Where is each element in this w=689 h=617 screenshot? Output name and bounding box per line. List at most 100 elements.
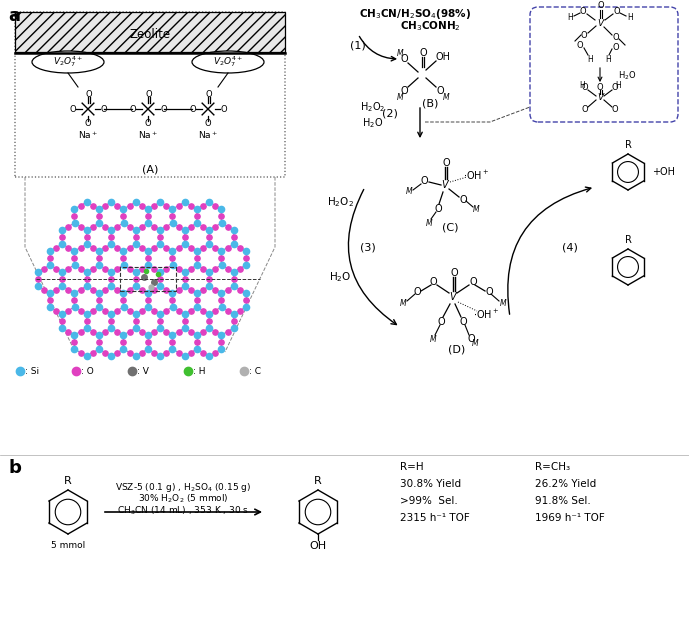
Text: M: M — [473, 204, 480, 213]
Text: 2315 h⁻¹ TOF: 2315 h⁻¹ TOF — [400, 513, 470, 523]
Text: OH: OH — [309, 541, 327, 551]
Text: R: R — [64, 476, 72, 486]
Text: M: M — [406, 188, 412, 196]
Text: CH$_3$CN (14 mL) , 353 K , 30 s: CH$_3$CN (14 mL) , 353 K , 30 s — [117, 505, 249, 517]
Text: V: V — [442, 180, 449, 190]
Text: (1): (1) — [350, 40, 366, 50]
Text: : Si: : Si — [25, 366, 39, 376]
Text: R=CH₃: R=CH₃ — [535, 462, 570, 472]
Text: M: M — [443, 93, 449, 102]
Text: H$_2$O: H$_2$O — [329, 270, 351, 284]
Text: O: O — [459, 195, 467, 205]
Text: R: R — [314, 476, 322, 486]
Text: M: M — [472, 339, 478, 347]
Text: : V: : V — [137, 366, 149, 376]
Text: M: M — [400, 299, 407, 307]
Text: (A): (A) — [142, 165, 158, 175]
Text: b: b — [8, 459, 21, 477]
Text: VSZ-5 (0.1 g) , H$_2$SO$_4$ (0.15 g): VSZ-5 (0.1 g) , H$_2$SO$_4$ (0.15 g) — [115, 481, 251, 494]
Text: 1969 h⁻¹ TOF: 1969 h⁻¹ TOF — [535, 513, 605, 523]
Text: Zeolite: Zeolite — [130, 28, 171, 41]
Text: O: O — [612, 104, 618, 114]
Text: O: O — [413, 287, 421, 297]
Text: $\cdot$OH$^+$: $\cdot$OH$^+$ — [473, 307, 500, 321]
Text: M: M — [397, 93, 403, 102]
Bar — [15, 12, 285, 52]
Text: M: M — [397, 49, 403, 57]
Ellipse shape — [32, 51, 104, 73]
Text: O: O — [129, 104, 136, 114]
Text: O: O — [85, 89, 92, 99]
Text: H: H — [627, 12, 633, 22]
Text: H: H — [579, 80, 585, 89]
Text: O: O — [450, 268, 457, 278]
Text: O: O — [145, 120, 152, 128]
Text: Na$^+$: Na$^+$ — [198, 129, 218, 141]
Text: O: O — [419, 48, 426, 58]
Text: R: R — [624, 140, 631, 150]
Text: 30% H$_2$O$_2$ (5 mmol): 30% H$_2$O$_2$ (5 mmol) — [138, 493, 228, 505]
Text: OH: OH — [435, 52, 451, 62]
Text: O: O — [469, 277, 477, 287]
Text: O: O — [597, 83, 604, 91]
Text: O: O — [101, 104, 107, 114]
Text: V: V — [450, 292, 456, 302]
Text: M: M — [430, 334, 436, 344]
Text: O: O — [582, 83, 588, 91]
Text: O: O — [220, 104, 227, 114]
Text: M: M — [426, 218, 432, 228]
Text: Na$^+$: Na$^+$ — [138, 129, 158, 141]
Text: H: H — [587, 54, 593, 64]
Text: CH$_3$CN/H$_2$SO$_4$(98%): CH$_3$CN/H$_2$SO$_4$(98%) — [359, 7, 471, 21]
Text: O: O — [206, 89, 212, 99]
Text: O: O — [438, 317, 445, 327]
Text: O: O — [442, 158, 450, 168]
Text: O: O — [613, 33, 619, 43]
Text: M: M — [500, 299, 506, 307]
Text: 91.8% Sel.: 91.8% Sel. — [535, 496, 590, 506]
Text: $\cdot$OH$^+$: $\cdot$OH$^+$ — [463, 168, 489, 181]
Text: 5 mmol: 5 mmol — [51, 542, 85, 550]
Text: O: O — [85, 120, 92, 128]
Text: O: O — [485, 287, 493, 297]
Text: O: O — [582, 104, 588, 114]
Text: H: H — [605, 54, 611, 64]
Text: O: O — [400, 86, 408, 96]
Text: H: H — [615, 80, 621, 89]
Ellipse shape — [192, 51, 264, 73]
Text: O: O — [581, 31, 587, 41]
Text: a: a — [8, 7, 20, 25]
Text: CH$_3$CONH$_2$: CH$_3$CONH$_2$ — [400, 19, 460, 33]
Text: O: O — [614, 7, 620, 15]
Text: 30.8% Yield: 30.8% Yield — [400, 479, 461, 489]
Text: H$_2$O: H$_2$O — [362, 116, 384, 130]
Text: O: O — [69, 104, 76, 114]
Text: O: O — [577, 41, 584, 49]
Text: Na$^+$: Na$^+$ — [78, 129, 98, 141]
Text: O: O — [429, 277, 437, 287]
Text: : C: : C — [249, 366, 261, 376]
Text: V: V — [597, 19, 603, 28]
Text: O: O — [145, 89, 152, 99]
Text: H$_2$O$_2$: H$_2$O$_2$ — [327, 195, 353, 209]
Text: O: O — [436, 86, 444, 96]
Text: H$_2$O$_2$: H$_2$O$_2$ — [360, 100, 386, 114]
Text: >99%  Sel.: >99% Sel. — [400, 496, 457, 506]
Text: O: O — [161, 104, 167, 114]
Text: (3): (3) — [360, 242, 376, 252]
Text: O: O — [420, 176, 428, 186]
Text: O: O — [467, 334, 475, 344]
Text: R: R — [624, 235, 631, 245]
Text: O: O — [400, 54, 408, 64]
Text: O: O — [579, 7, 586, 15]
Text: : O: : O — [81, 366, 94, 376]
Text: H$_2$O: H$_2$O — [618, 70, 637, 82]
Text: O: O — [459, 317, 467, 327]
Text: O: O — [205, 120, 212, 128]
Text: O: O — [434, 204, 442, 214]
Text: +OH: +OH — [652, 167, 675, 177]
Text: $V_2O_7^{4+}$: $V_2O_7^{4+}$ — [53, 54, 83, 70]
Text: 26.2% Yield: 26.2% Yield — [535, 479, 596, 489]
Text: (2): (2) — [382, 109, 398, 119]
Text: : H: : H — [193, 366, 205, 376]
